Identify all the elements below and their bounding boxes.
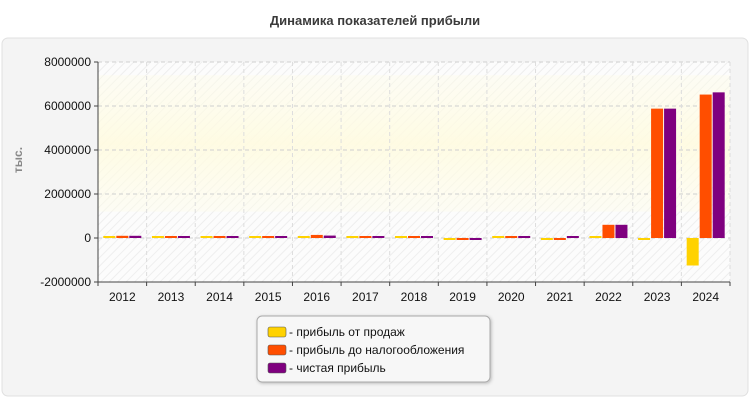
y-tick-labels: 8000000 6000000 4000000 2000000 0 -2000000 <box>40 55 91 289</box>
bar-3-2014 <box>226 236 239 238</box>
bar-1-2015 <box>249 236 262 238</box>
bar-3-2012 <box>129 235 142 238</box>
y-tick-label: 0 <box>84 231 91 245</box>
x-tick-label: 2013 <box>158 290 185 304</box>
x-tick-label: 2014 <box>206 290 233 304</box>
bar-3-2022 <box>615 224 628 238</box>
y-tick-label: -2000000 <box>40 275 91 289</box>
bar-1-2016 <box>297 236 310 238</box>
legend: - прибыль от продаж - прибыль до налогооб… <box>256 315 491 383</box>
bar-2-2023 <box>651 108 664 238</box>
legend-label: - чистая прибыль <box>289 361 386 375</box>
bar-2-2016 <box>310 234 323 238</box>
x-tick-label: 2020 <box>498 290 525 304</box>
legend-label: - прибыль от продаж <box>289 325 405 339</box>
y-tick-label: 2000000 <box>44 187 91 201</box>
bar-1-2018 <box>395 236 407 238</box>
bar-2-2013 <box>164 236 177 238</box>
bar-3-2013 <box>177 236 190 238</box>
y-axis-label: тыс. <box>11 147 25 173</box>
legend-swatch <box>267 344 287 356</box>
bar-3-2021 <box>566 236 579 238</box>
bar-1-2024 <box>686 238 699 266</box>
bar-2-2012 <box>116 235 129 238</box>
bar-2-2018 <box>408 236 420 238</box>
x-tick-labels: 2012 2013 2014 2015 2016 2017 2018 2019 2020 2021… <box>109 290 719 304</box>
bar-3-2023 <box>664 108 677 238</box>
bar-2-2024 <box>699 94 712 238</box>
y-tick-label: 6000000 <box>44 99 91 113</box>
x-tick-label: 2018 <box>401 290 428 304</box>
bars <box>103 92 725 266</box>
bar-3-2015 <box>275 236 288 238</box>
x-tick-label: 2015 <box>255 290 282 304</box>
bar-2-2020 <box>505 236 518 238</box>
bar-3-2019 <box>469 238 482 240</box>
bar-3-2017 <box>372 236 385 238</box>
x-tick-label: 2019 <box>449 290 476 304</box>
axes <box>94 61 731 286</box>
bar-1-2022 <box>589 236 602 238</box>
y-tick-label: 8000000 <box>44 55 91 69</box>
bar-1-2017 <box>346 236 359 238</box>
bar-2-2014 <box>213 236 226 238</box>
bar-1-2012 <box>103 236 116 238</box>
bar-3-2018 <box>421 236 433 238</box>
legend-box <box>256 315 491 383</box>
x-tick-label: 2012 <box>109 290 136 304</box>
chart-title: Динамика показателей прибыли <box>270 13 480 28</box>
bar-1-2020 <box>492 236 505 238</box>
bar-2-2022 <box>602 224 615 238</box>
bar-1-2023 <box>638 238 651 240</box>
bar-2-2017 <box>359 236 372 238</box>
plot-highlight-band <box>98 75 730 212</box>
legend-label: - прибыль до налогообложения <box>289 343 464 357</box>
x-tick-label: 2016 <box>303 290 330 304</box>
bar-2-2021 <box>553 238 566 240</box>
bar-1-2013 <box>151 236 164 238</box>
x-tick-label: 2021 <box>546 290 573 304</box>
y-tick-label: 4000000 <box>44 143 91 157</box>
x-tick-label: 2017 <box>352 290 379 304</box>
bar-1-2019 <box>443 238 456 240</box>
bar-2-2019 <box>456 238 469 240</box>
x-tick-label: 2024 <box>692 290 719 304</box>
bar-2-2015 <box>262 236 275 238</box>
bar-1-2014 <box>200 236 213 238</box>
legend-swatch <box>267 326 287 338</box>
legend-swatch <box>267 362 287 374</box>
x-tick-label: 2023 <box>644 290 671 304</box>
bar-1-2021 <box>540 238 553 240</box>
bar-3-2020 <box>518 236 531 238</box>
bar-3-2016 <box>323 235 336 238</box>
x-tick-label: 2022 <box>595 290 622 304</box>
bar-3-2024 <box>712 92 725 238</box>
